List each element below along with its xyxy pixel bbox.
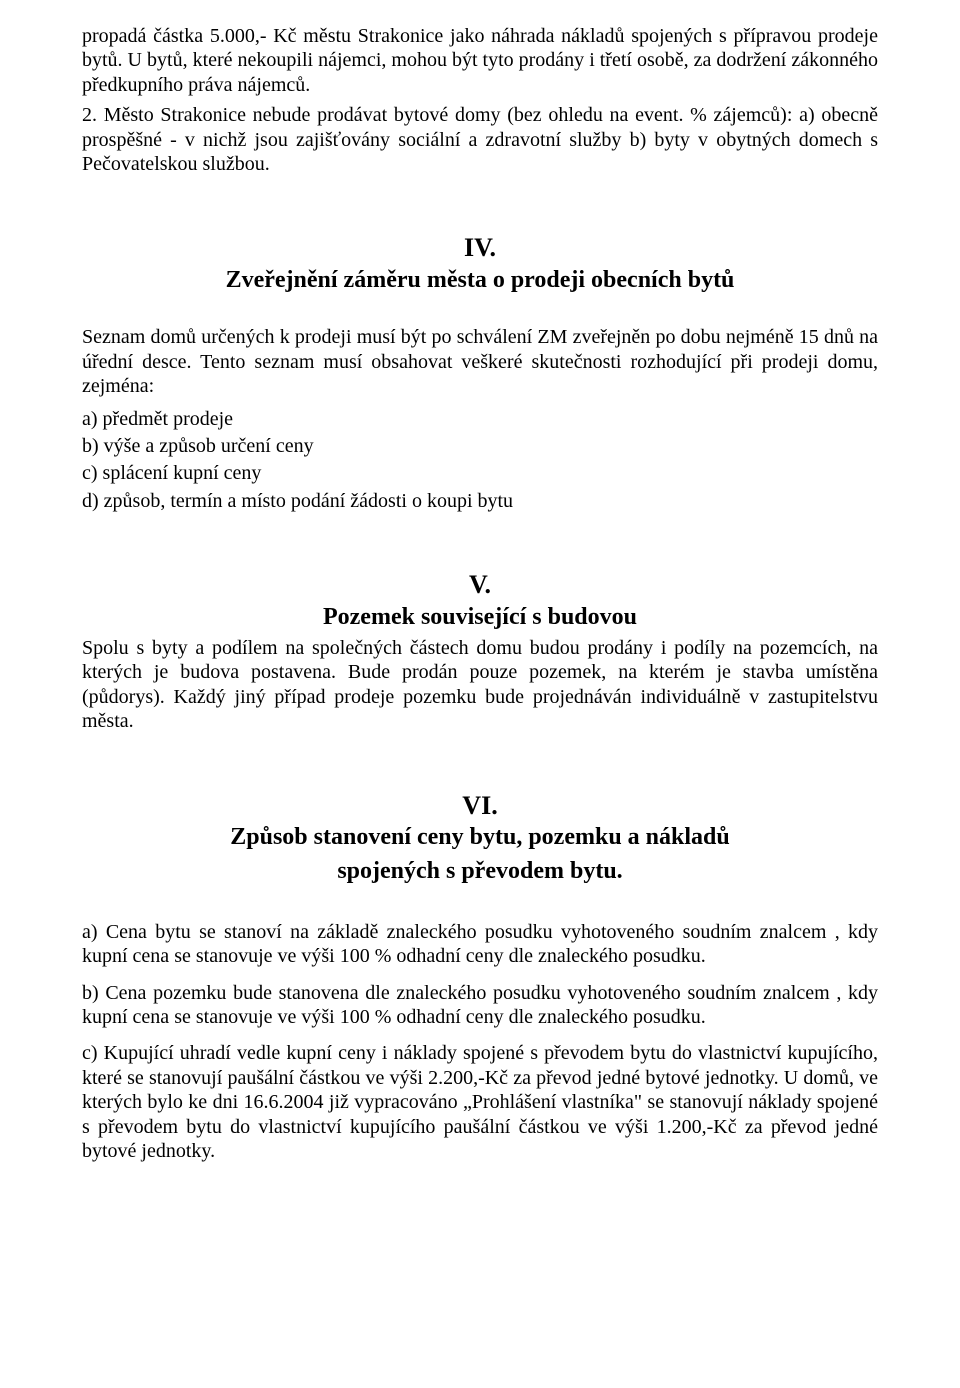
intro-para-1: propadá částka 5.000,- Kč městu Strakoni…: [82, 24, 878, 97]
section-4-item-a: a) předmět prodeje: [82, 407, 878, 431]
section-5-roman: V.: [82, 569, 878, 601]
section-6-item-b: b) Cena pozemku bude stanovena dle znale…: [82, 981, 878, 1030]
section-4-item-c: c) splácení kupní ceny: [82, 461, 878, 485]
section-6-title-line-2: spojených s převodem bytu.: [82, 857, 878, 886]
section-4-para: Seznam domů určených k prodeji musí být …: [82, 325, 878, 398]
section-6-roman: VI.: [82, 790, 878, 822]
section-4-item-b: b) výše a způsob určení ceny: [82, 434, 878, 458]
intro-para-2: 2. Město Strakonice nebude prodávat byto…: [82, 103, 878, 176]
section-4-list: a) předmět prodeje b) výše a způsob urče…: [82, 407, 878, 514]
section-5-para: Spolu s byty a podílem na společných čás…: [82, 636, 878, 734]
section-4-roman: IV.: [82, 232, 878, 264]
section-6-title-line-1: Způsob stanovení ceny bytu, pozemku a ná…: [82, 823, 878, 852]
section-4-item-d: d) způsob, termín a místo podání žádosti…: [82, 489, 878, 513]
section-5-title: Pozemek související s budovou: [82, 603, 878, 632]
section-6-item-a: a) Cena bytu se stanoví na základě znale…: [82, 920, 878, 969]
section-4-title: Zveřejnění záměru města o prodeji obecní…: [82, 266, 878, 295]
section-6-item-c: c) Kupující uhradí vedle kupní ceny i ná…: [82, 1041, 878, 1163]
document-page: propadá částka 5.000,- Kč městu Strakoni…: [0, 0, 960, 1388]
